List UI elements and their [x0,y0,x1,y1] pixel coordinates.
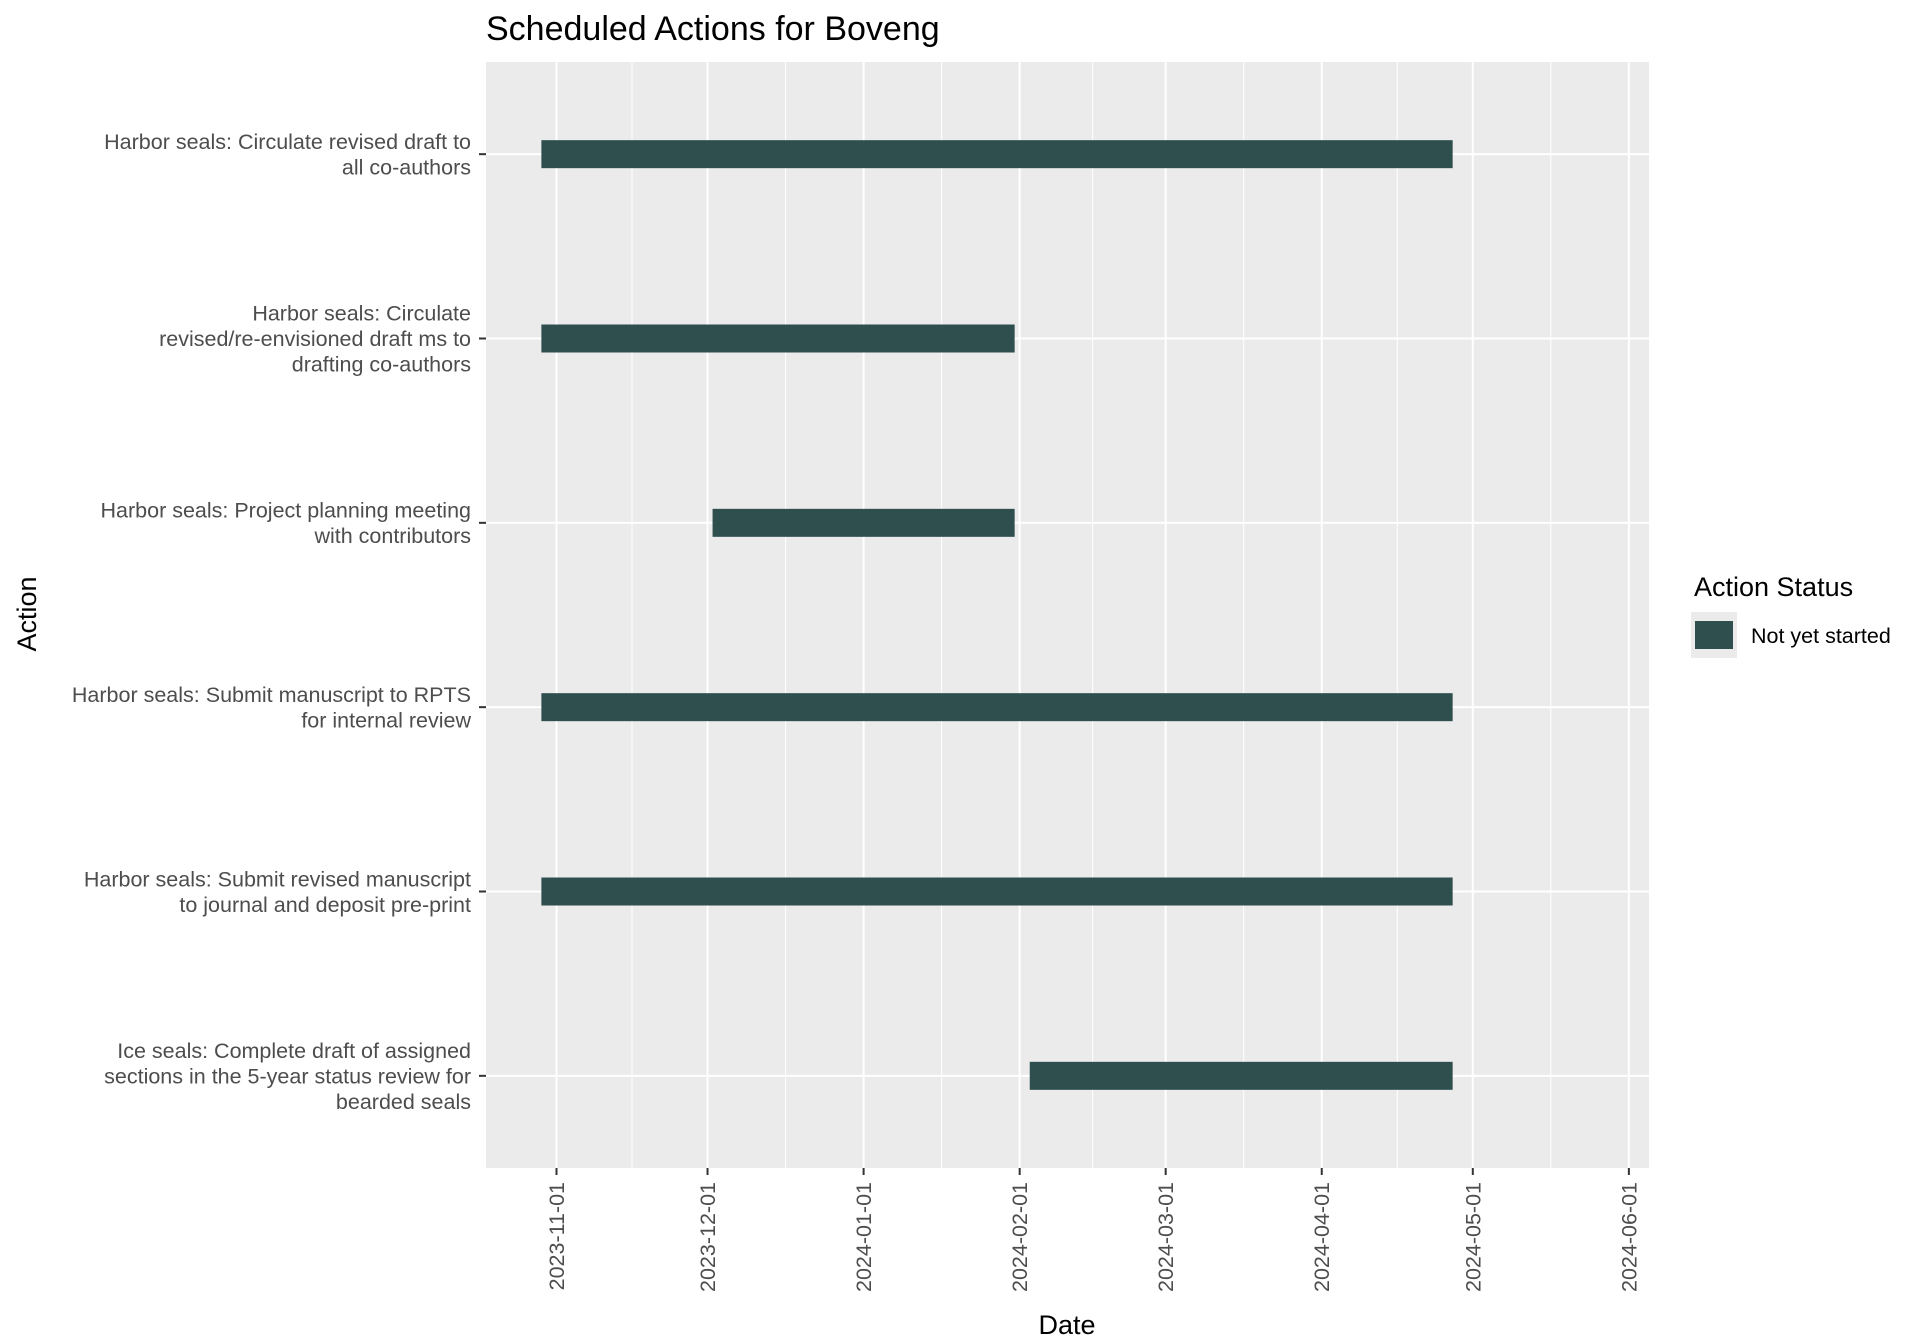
panel-background [486,62,1649,1168]
chart-title: Scheduled Actions for Boveng [486,10,940,48]
gridlines [486,62,1649,1168]
gantt-bar [541,877,1453,906]
y-tick-label: Harbor seals: Submit manuscript to RPTS f… [72,683,472,733]
bars [541,140,1453,1090]
gantt-bar [541,693,1453,722]
y-tick-label: Ice seals: Complete draft of assigned sec… [104,1039,471,1114]
gantt-bar [541,324,1015,353]
x-tick-label: 2024-05-01 [1461,1182,1485,1292]
y-tick-label: Harbor seals: Circulate revised draft to… [104,130,471,180]
gantt-bar [1029,1061,1453,1090]
legend: Action Status Not yet started [1691,572,1891,658]
y-axis-ticks: Harbor seals: Circulate revised draft to… [72,130,486,1114]
gantt-bar [541,140,1453,169]
legend-entries: Not yet started [1691,612,1891,658]
x-axis-title: Date [1038,1310,1095,1340]
gantt-bar [712,508,1015,537]
x-tick-label: 2024-06-01 [1617,1182,1641,1292]
x-axis-ticks: 2023-11-01 2023-12-01 2024-01-01 2024-02-01… [545,1168,1641,1292]
x-tick-label: 2023-12-01 [696,1182,720,1292]
x-tick-label: 2024-04-01 [1310,1182,1334,1292]
x-tick-label: 2024-02-01 [1008,1182,1032,1292]
legend-swatch [1695,621,1733,649]
legend-label: Not yet started [1751,624,1891,648]
y-tick-label: Harbor seals: Circulate revised/re-envisi… [159,302,471,377]
x-tick-label: 2024-01-01 [852,1182,876,1292]
plot-panel [486,62,1649,1168]
x-tick-label: 2024-03-01 [1154,1182,1178,1292]
x-tick-label: 2023-11-01 [545,1182,569,1290]
y-tick-label: Harbor seals: Project planning meeting wi… [101,499,471,549]
y-axis-title: Action [12,576,42,651]
y-tick-label: Harbor seals: Submit revised manuscript t… [84,867,471,917]
legend-title: Action Status [1694,572,1853,602]
